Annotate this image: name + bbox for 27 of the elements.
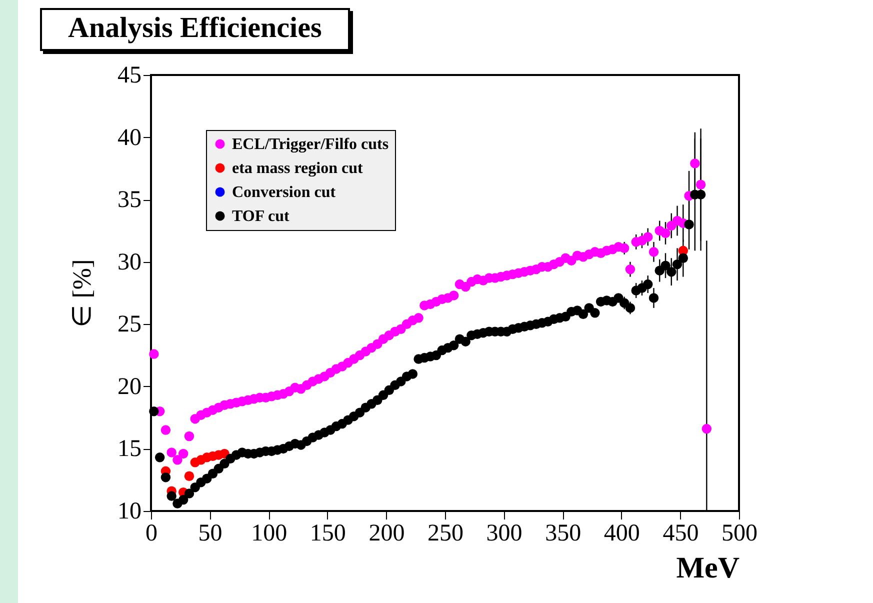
y-tick-label: 15 (118, 436, 142, 462)
y-tick-label: 10 (118, 498, 142, 524)
y-tick-label: 30 (118, 249, 142, 276)
x-axis-title: MeV (676, 552, 740, 584)
legend-label: ECL/Trigger/Filfo cuts (232, 136, 389, 153)
x-tick-label: 500 (722, 520, 758, 546)
x-tick-label: 100 (251, 520, 288, 546)
legend-label: eta mass region cut (232, 160, 364, 177)
legend-label: TOF cut (232, 208, 290, 225)
x-tick-label: 300 (486, 520, 522, 546)
x-tick-label: 350 (545, 520, 582, 546)
chart-title: Analysis Efficiencies (40, 8, 350, 51)
x-tick-label: 50 (198, 520, 222, 546)
y-tick-label: 25 (118, 312, 142, 338)
x-tick-label: 200 (368, 520, 405, 546)
x-tick-label: 0 (146, 520, 158, 546)
y-axis-title: ∈ [%] (68, 259, 96, 328)
legend-label: Conversion cut (232, 184, 336, 201)
y-tick-label: 35 (118, 187, 142, 214)
x-tick-label: 150 (310, 520, 346, 546)
x-tick-label: 250 (428, 520, 464, 546)
x-tick-label: 450 (662, 520, 699, 546)
y-tick-label: 45 (118, 62, 142, 88)
y-tick-label: 40 (118, 124, 142, 151)
y-tick-label: 20 (118, 374, 142, 400)
x-tick-label: 400 (604, 520, 640, 546)
point (184, 471, 194, 481)
